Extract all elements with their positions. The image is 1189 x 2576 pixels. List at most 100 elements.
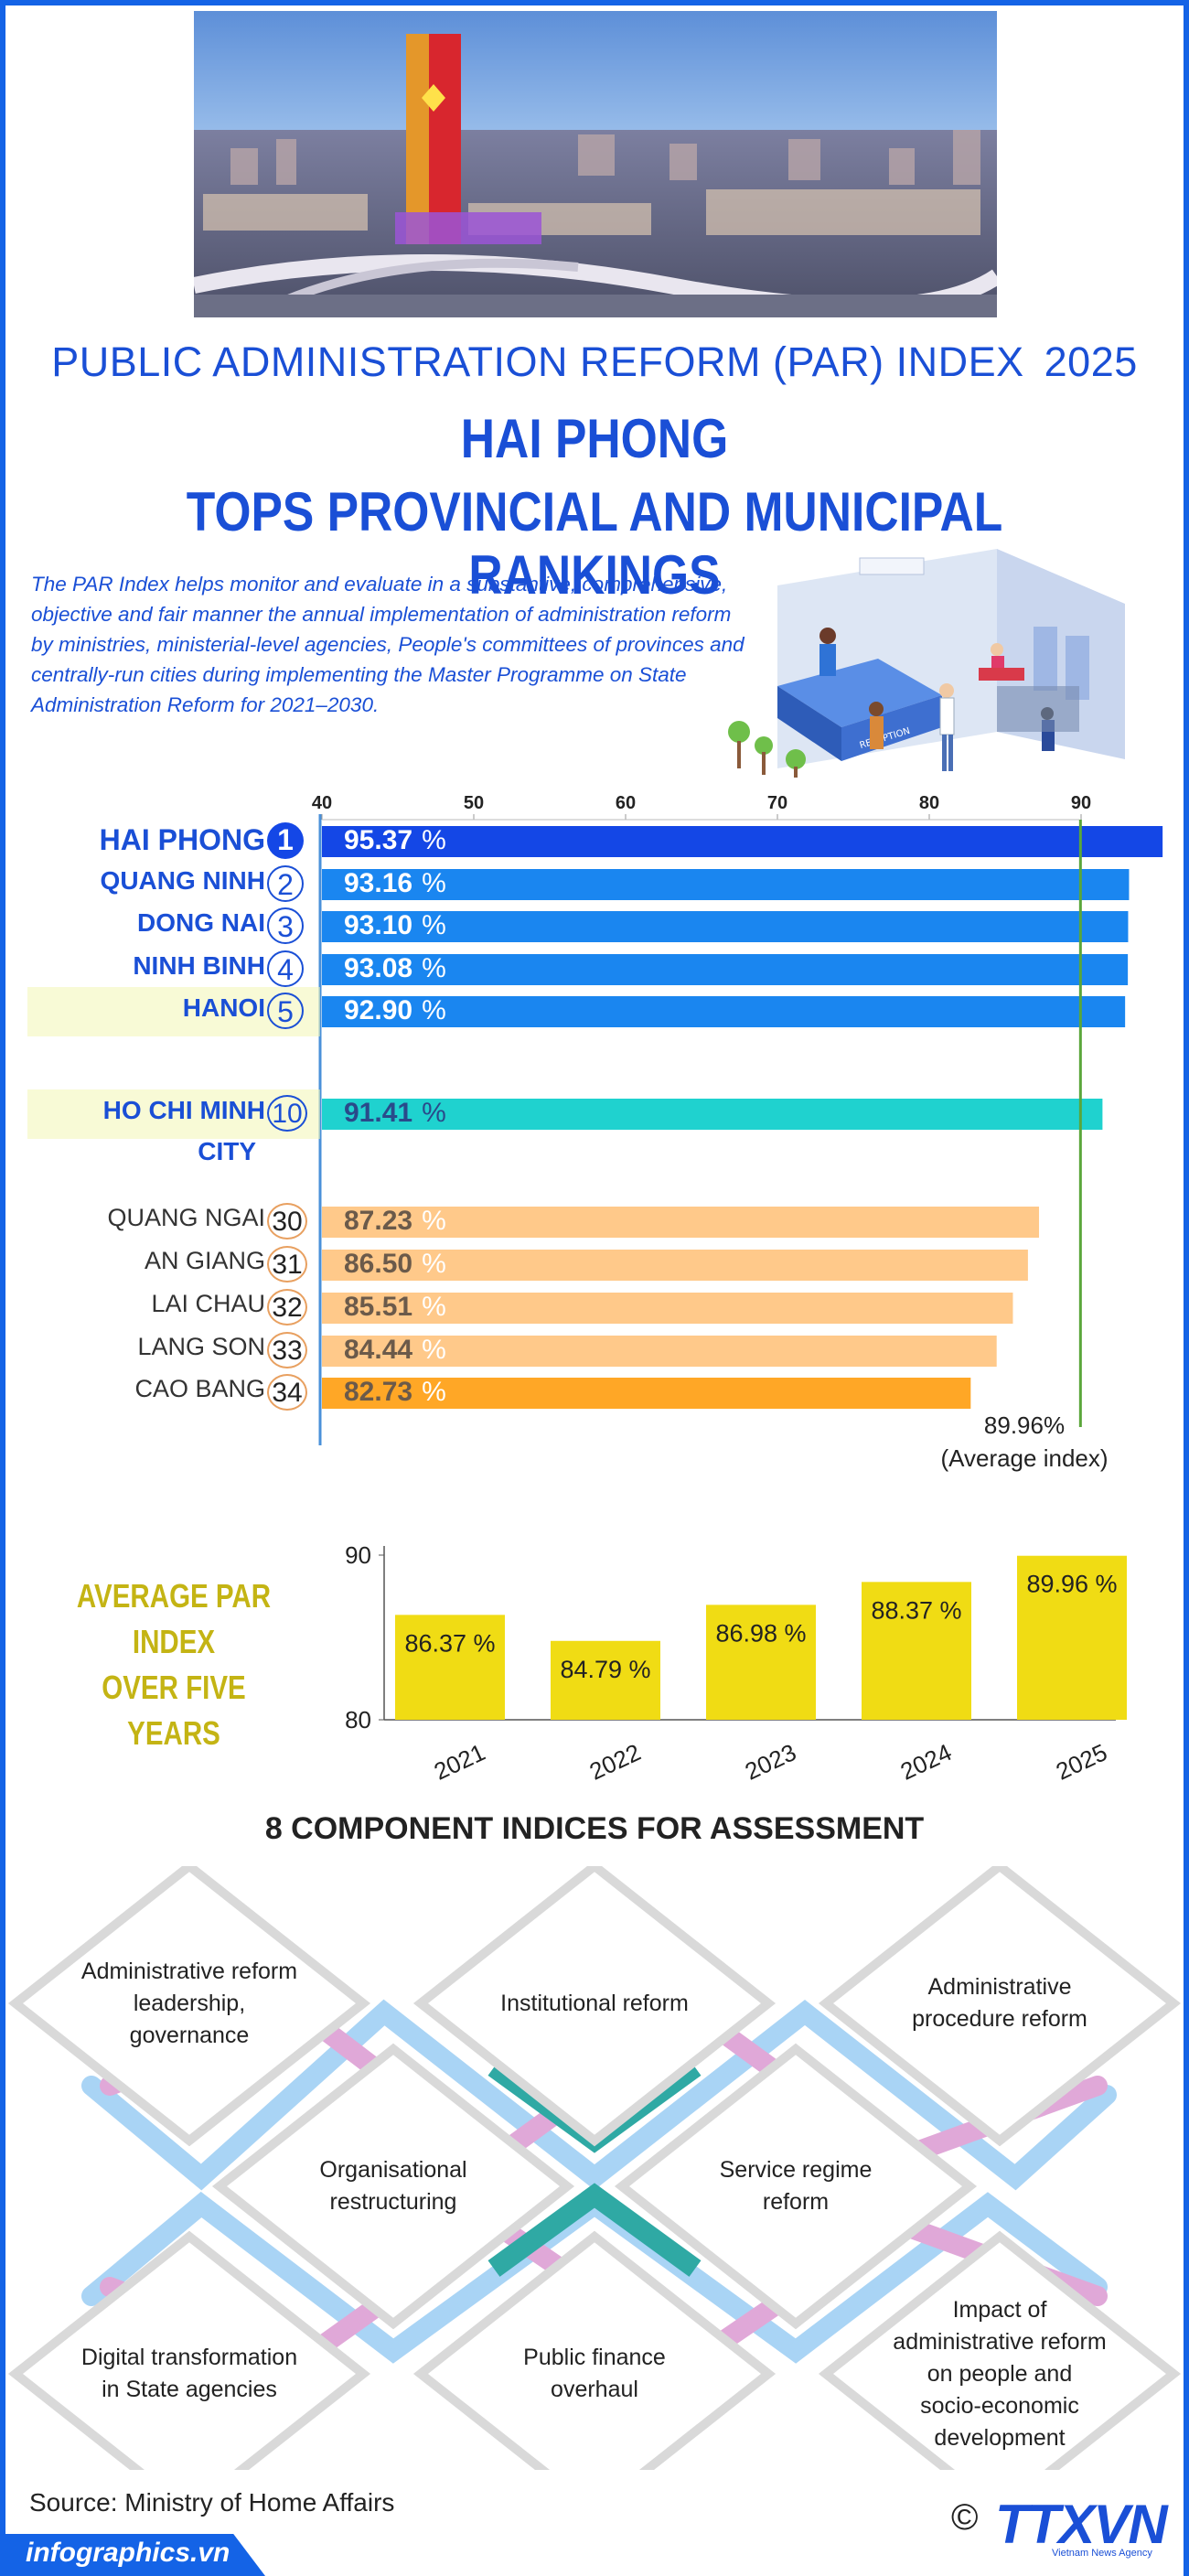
avg-bar — [862, 1582, 971, 1720]
rank-bar — [322, 1336, 997, 1367]
axis-tick-label: 50 — [464, 793, 484, 813]
component-label-line: Administrative reform — [80, 1958, 298, 1984]
axis-tick-label: 80 — [919, 793, 939, 813]
rank-value: 93.16% — [344, 868, 446, 899]
component-diamond — [614, 2043, 978, 2330]
rank-province-name: LANG SON — [137, 1333, 265, 1360]
rank-value-unit: % — [422, 910, 446, 940]
avg-category-label: 2022 — [585, 1738, 645, 1786]
component-label: Digital transformation in State agencies — [25, 2342, 354, 2406]
index-year: 2025 — [1044, 338, 1138, 385]
component-diamond — [7, 1866, 371, 2147]
avg-bar-value: 84.79 % — [560, 1656, 650, 1683]
index-title-text: PUBLIC ADMINISTRATION REFORM (PAR) INDEX — [51, 338, 1024, 385]
component-label-line: Digital transformation — [80, 2345, 298, 2370]
component-label: Administrative reform leadership, governan… — [25, 1956, 354, 2052]
rank-number-badge: 32 — [267, 1289, 307, 1326]
rank-value: 93.10% — [344, 910, 446, 941]
footer-site-banner[interactable]: infographics.vn — [0, 2534, 265, 2576]
ttxvn-logo-subtitle: Vietnam News Agency — [1052, 2548, 1152, 2559]
rank-value-unit: % — [422, 825, 446, 855]
axis-tick-label: 60 — [616, 793, 636, 813]
axis-tick-label: 40 — [312, 793, 332, 813]
rank-number-badge: 30 — [267, 1203, 307, 1240]
component-label: Public finance overhaul — [430, 2342, 759, 2406]
average-index-label: 89.96% (Average index) — [933, 1409, 1116, 1475]
rank-bar — [322, 869, 1130, 900]
rank-bar — [322, 1378, 971, 1409]
avg-bar-value: 86.98 % — [715, 1619, 806, 1647]
rank-value-number: 82.73 — [344, 1377, 413, 1407]
component-diamond — [7, 2230, 371, 2470]
rank-value-unit: % — [422, 1098, 446, 1128]
average-chart-title-line2: OVER FIVE YEARS — [102, 1669, 246, 1752]
component-label-line: Organisational — [319, 2157, 467, 2183]
rank-value-number: 86.50 — [344, 1249, 413, 1279]
copyright-symbol: © — [951, 2497, 979, 2538]
rank-value: 84.44% — [344, 1335, 446, 1366]
rank-bar — [322, 911, 1129, 942]
rank-number-badge: 1 — [267, 822, 304, 859]
avg-y-tick: 80 — [345, 1706, 371, 1733]
rank-province-name: LAI CHAU — [151, 1290, 265, 1317]
axis-tick-label: 90 — [1071, 793, 1091, 813]
rank-province-name: CAO BANG — [134, 1375, 265, 1402]
rank-value-unit: % — [422, 1377, 446, 1407]
avg-bar-value: 86.37 % — [404, 1629, 495, 1657]
component-label-line: in State agencies — [102, 2377, 277, 2402]
rank-value-unit: % — [422, 1292, 446, 1322]
avg-bar — [551, 1640, 660, 1720]
rank-province-name: QUANG NGAI — [107, 1204, 265, 1231]
ribbon-blue — [81, 1999, 1117, 2191]
rank-value: 93.08% — [344, 953, 446, 984]
average-par-chart: 80 90 86.37 % 2021 84.79 % 2022 86.98 % 2023 88.… — [345, 1541, 1127, 1786]
average-chart-title: AVERAGE PAR INDEX OVER FIVE YEARS — [61, 1573, 286, 1756]
footer-site-link[interactable]: infographics.vn — [26, 2538, 230, 2568]
rank-value: 85.51% — [344, 1292, 446, 1323]
rank-bar — [322, 1207, 1040, 1238]
rank-value-unit: % — [422, 1206, 446, 1236]
headline-subtitle: TOPS PROVINCIAL AND MUNICIPAL RANKINGS — [186, 481, 1003, 606]
index-title: PUBLIC ADMINISTRATION REFORM (PAR) INDEX… — [0, 338, 1189, 386]
component-label-line: on people and — [927, 2360, 1073, 2387]
rank-bar — [322, 1099, 1103, 1130]
reception-illustration: RECEPTION — [728, 549, 1125, 778]
rank-number-badge: 4 — [267, 950, 304, 987]
component-label: Institutional reform — [430, 1988, 759, 2020]
component-label-line: Public finance — [523, 2345, 666, 2370]
rank-value-unit: % — [422, 953, 446, 983]
rank-number-badge: 31 — [267, 1246, 307, 1283]
component-label: Service regime reform — [631, 2154, 960, 2218]
rank-bar — [322, 826, 1163, 857]
rank-value: 92.90% — [344, 995, 446, 1026]
rank-value-unit: % — [422, 995, 446, 1025]
avg-bar-value: 88.37 % — [871, 1596, 961, 1624]
average-index-value: 89.96% — [983, 1411, 1066, 1439]
component-label-line: restructuring — [329, 2189, 457, 2215]
component-diagram-svg — [7, 1866, 1182, 2470]
component-label-line: administrative reform — [893, 2328, 1107, 2355]
avg-bar — [706, 1605, 816, 1720]
rank-value: 95.37% — [344, 825, 446, 856]
component-label: Administrative procedure reform — [835, 1971, 1164, 2035]
component-label-line: overhaul — [551, 2377, 638, 2402]
rank-value-number: 95.37 — [344, 825, 413, 855]
rank-number-badge: 3 — [267, 907, 304, 944]
component-diamond — [412, 2230, 777, 2470]
avg-bar — [395, 1615, 505, 1720]
rank-value-number: 87.23 — [344, 1206, 413, 1236]
rank-bar — [322, 1250, 1028, 1281]
avg-category-label: 2021 — [430, 1738, 489, 1786]
component-label-line: governance — [129, 2022, 250, 2048]
component-label: Organisational restructuring — [229, 2154, 558, 2218]
component-label-line: Impact of — [952, 2296, 1047, 2323]
rank-value: 87.23% — [344, 1206, 446, 1237]
avg-category-label: 2023 — [741, 1738, 800, 1786]
rank-value-unit: % — [422, 1249, 446, 1279]
rank-province-name: DONG NAI — [137, 908, 265, 937]
component-label-line: Administrative — [927, 1974, 1072, 2000]
rank-value-number: 84.44 — [344, 1335, 413, 1365]
rank-value-number: 93.10 — [344, 910, 413, 940]
avg-category-label: 2025 — [1052, 1738, 1111, 1786]
